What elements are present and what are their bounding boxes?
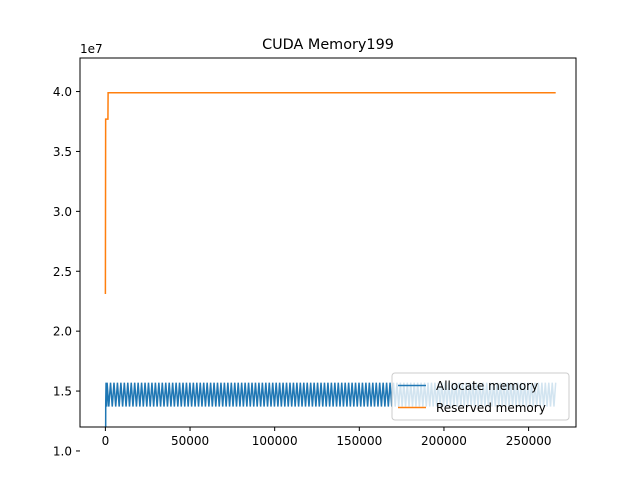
chart-title: CUDA Memory199	[262, 37, 394, 53]
y-axis: 0.51.01.52.02.53.03.54.0	[53, 85, 80, 458]
x-tick-label: 50000	[171, 434, 209, 448]
plot-frame	[79, 57, 577, 428]
y-tick-label: 2.0	[53, 325, 72, 339]
y-tick-label: 3.0	[53, 205, 72, 219]
series-layer	[104, 91, 557, 427]
y-tick-label: 3.5	[53, 145, 72, 159]
y-scale-label: 1e7	[80, 42, 103, 56]
series-line-reserved-memory	[104, 91, 556, 295]
x-axis: 0 50000 100000 150000 200000 250000	[102, 427, 552, 448]
legend-label-allocate-memory: Allocate memory	[436, 379, 538, 393]
y-tick-label: 1.0	[53, 444, 72, 458]
legend: Allocate memory Reserved memory	[391, 372, 570, 421]
y-tick-label: 1.5	[53, 385, 72, 399]
legend-label-reserved-memory: Reserved memory	[436, 401, 546, 415]
x-tick-label: 150000	[336, 434, 382, 448]
y-tick-label: 2.5	[53, 265, 72, 279]
x-tick-label: 250000	[506, 434, 552, 448]
x-tick-label: 200000	[421, 434, 467, 448]
y-tick-label: 4.0	[53, 85, 72, 99]
legend-box	[391, 372, 570, 421]
x-tick-label: 0	[102, 434, 110, 448]
x-tick-label: 100000	[252, 434, 298, 448]
